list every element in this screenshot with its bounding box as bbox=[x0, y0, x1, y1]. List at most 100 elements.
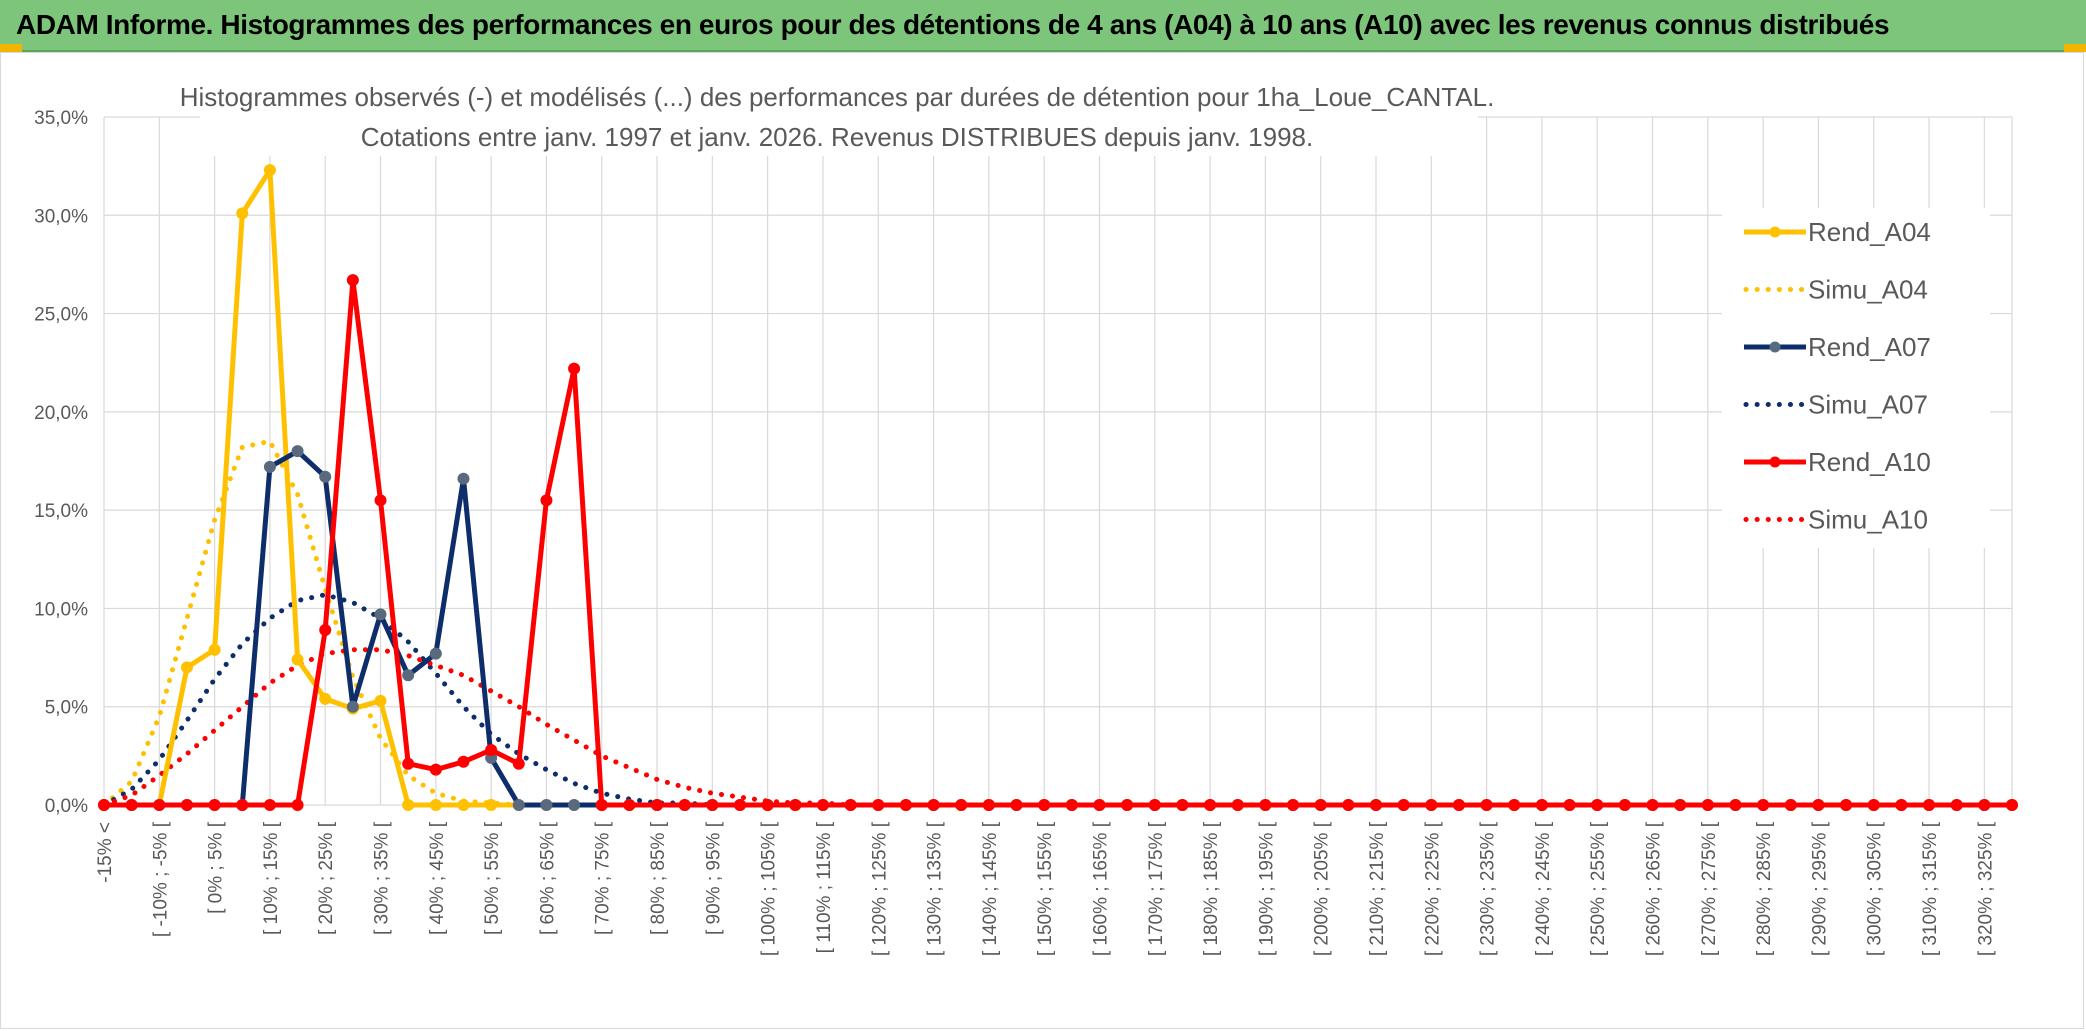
data-point-Rend_A10 bbox=[263, 799, 276, 811]
data-point-Rend_A07 bbox=[374, 608, 387, 621]
legend-label-Rend_A10: Rend_A10 bbox=[1808, 447, 1931, 477]
data-point-Rend_A10 bbox=[1812, 799, 1825, 811]
x-tick-label: [ -10% ; -5% [ bbox=[150, 821, 171, 937]
data-point-Rend_A10 bbox=[1701, 799, 1714, 811]
data-point-Rend_A10 bbox=[734, 799, 746, 811]
data-point-Rend_A10 bbox=[1397, 799, 1410, 811]
data-point-Rend_A10 bbox=[1563, 799, 1576, 811]
banner-title: ADAM Informe. Histogrammes des performan… bbox=[16, 9, 1890, 40]
x-tick-label: [ 250% ; 255% [ bbox=[1588, 821, 1609, 956]
x-tick-label: [ 320% ; 325% [ bbox=[1975, 821, 1996, 956]
x-tick-label: [ 10% ; 15% [ bbox=[261, 821, 282, 935]
y-tick-label: 10,0% bbox=[34, 599, 88, 620]
data-point-Rend_A10 bbox=[1038, 799, 1051, 811]
x-tick-label: [ 300% ; 305% [ bbox=[1865, 821, 1886, 956]
data-point-Rend_A10 bbox=[955, 799, 968, 811]
x-tick-label: [ 210% ; 215% [ bbox=[1367, 821, 1388, 956]
x-tick-label: [ 290% ; 295% [ bbox=[1809, 821, 1830, 956]
data-point-Rend_A10 bbox=[1950, 799, 1963, 811]
data-point-Rend_A10 bbox=[1148, 799, 1161, 811]
series-line-Simu_A10 bbox=[101, 647, 2015, 808]
data-point-Rend_A10 bbox=[1093, 799, 1106, 811]
x-tick-label: [ 70% ; 75% [ bbox=[593, 821, 614, 935]
legend: Rend_A04 Simu_A04 Rend_A07 Simu_A07 Rend_A10… bbox=[1743, 217, 1931, 535]
data-point-Rend_A10 bbox=[816, 799, 829, 811]
x-tick-label: [ 160% ; 165% [ bbox=[1090, 821, 1111, 956]
data-point-Rend_A07 bbox=[429, 647, 442, 660]
data-point-Rend_A10 bbox=[346, 274, 359, 287]
series-line-Rend_A10 bbox=[104, 277, 2012, 808]
data-point-Rend_A07 bbox=[512, 799, 525, 811]
data-point-Rend_A10 bbox=[1065, 799, 1078, 811]
data-point-Rend_A10 bbox=[2006, 799, 2018, 811]
data-point-Rend_A10 bbox=[899, 799, 912, 811]
x-tick-label: [ 90% ; 95% [ bbox=[703, 821, 724, 935]
x-tick-label: [ 20% ; 25% [ bbox=[316, 821, 337, 935]
data-point-Rend_A04 bbox=[402, 799, 415, 811]
x-tick-label: [ 270% ; 275% [ bbox=[1699, 821, 1720, 956]
banner: ADAM Informe. Histogrammes des performan… bbox=[0, 0, 2086, 52]
data-point-Rend_A07 bbox=[402, 669, 415, 682]
legend-marker-Rend_A04 bbox=[1769, 226, 1781, 238]
x-tick-label: [ 230% ; 235% [ bbox=[1478, 821, 1499, 956]
x-tick-label: [ 0% ; 5% [ bbox=[206, 821, 227, 914]
data-point-Rend_A04 bbox=[374, 694, 387, 707]
data-point-Rend_A10 bbox=[1646, 799, 1659, 811]
x-tick-label: [ 60% ; 65% [ bbox=[537, 821, 558, 935]
legend-background bbox=[1722, 208, 1990, 548]
data-point-Rend_A10 bbox=[485, 743, 498, 756]
x-tick-label: [ 190% ; 195% [ bbox=[1256, 821, 1277, 956]
data-point-Rend_A10 bbox=[1729, 799, 1742, 811]
legend-label-Simu_A04: Simu_A04 bbox=[1808, 275, 1928, 305]
data-point-Rend_A10 bbox=[1452, 799, 1465, 811]
data-point-Rend_A04 bbox=[485, 799, 498, 811]
x-tick-label: [ 200% ; 205% [ bbox=[1312, 821, 1333, 956]
legend-label-Simu_A07: Simu_A07 bbox=[1808, 390, 1928, 420]
data-point-Rend_A07 bbox=[319, 470, 332, 483]
x-tick-label: [ 50% ; 55% [ bbox=[482, 821, 503, 935]
x-tick-label: [ 140% ; 145% [ bbox=[980, 821, 1001, 956]
x-tick-label: [ 170% ; 175% [ bbox=[1146, 821, 1167, 956]
data-point-Rend_A10 bbox=[789, 799, 802, 811]
series-line-Simu_A07 bbox=[101, 592, 2015, 808]
data-point-Rend_A10 bbox=[1978, 799, 1991, 811]
data-point-Rend_A10 bbox=[872, 799, 885, 811]
data-point-Rend_A10 bbox=[208, 799, 221, 811]
data-point-Rend_A04 bbox=[263, 164, 276, 177]
data-point-Rend_A07 bbox=[457, 472, 470, 485]
data-point-Rend_A07 bbox=[568, 799, 581, 811]
data-point-Rend_A10 bbox=[125, 799, 138, 811]
data-point-Rend_A10 bbox=[1314, 799, 1327, 811]
data-point-Rend_A10 bbox=[374, 494, 387, 507]
data-point-Rend_A10 bbox=[180, 799, 193, 811]
y-tick-label: 25,0% bbox=[34, 305, 88, 326]
data-point-Rend_A10 bbox=[291, 799, 304, 811]
y-axis-ticks: 0,0% 5,0% 10,0% 15,0% 20,0% 25,0% 30,0% 35,0% bbox=[34, 108, 88, 817]
x-tick-label: [ 40% ; 45% [ bbox=[427, 821, 448, 935]
x-tick-label: [ 180% ; 185% [ bbox=[1201, 821, 1222, 956]
data-point-Rend_A10 bbox=[1342, 799, 1355, 811]
data-point-Rend_A10 bbox=[1259, 799, 1272, 811]
legend-label-Rend_A04: Rend_A04 bbox=[1808, 217, 1931, 247]
data-point-Rend_A10 bbox=[98, 799, 110, 811]
x-tick-label: [ 100% ; 105% [ bbox=[759, 821, 780, 956]
data-point-Rend_A04 bbox=[208, 643, 221, 656]
data-point-Rend_A04 bbox=[457, 799, 470, 811]
data-point-Rend_A10 bbox=[623, 799, 636, 811]
y-tick-label: 30,0% bbox=[34, 206, 88, 227]
y-tick-label: 0,0% bbox=[45, 796, 88, 817]
legend-marker-Rend_A07 bbox=[1769, 341, 1781, 353]
data-point-Rend_A10 bbox=[1287, 799, 1300, 811]
banner-corner-left bbox=[0, 44, 22, 52]
y-tick-label: 15,0% bbox=[34, 501, 88, 522]
data-point-Rend_A10 bbox=[402, 757, 415, 770]
x-tick-label: [ 130% ; 135% [ bbox=[925, 821, 946, 956]
y-tick-label: 20,0% bbox=[34, 403, 88, 424]
data-point-Rend_A07 bbox=[291, 445, 304, 458]
data-point-Rend_A10 bbox=[706, 799, 719, 811]
data-point-Rend_A04 bbox=[291, 653, 304, 666]
data-point-Rend_A10 bbox=[319, 624, 332, 637]
data-point-Rend_A10 bbox=[457, 755, 470, 768]
data-point-Rend_A10 bbox=[678, 799, 691, 811]
